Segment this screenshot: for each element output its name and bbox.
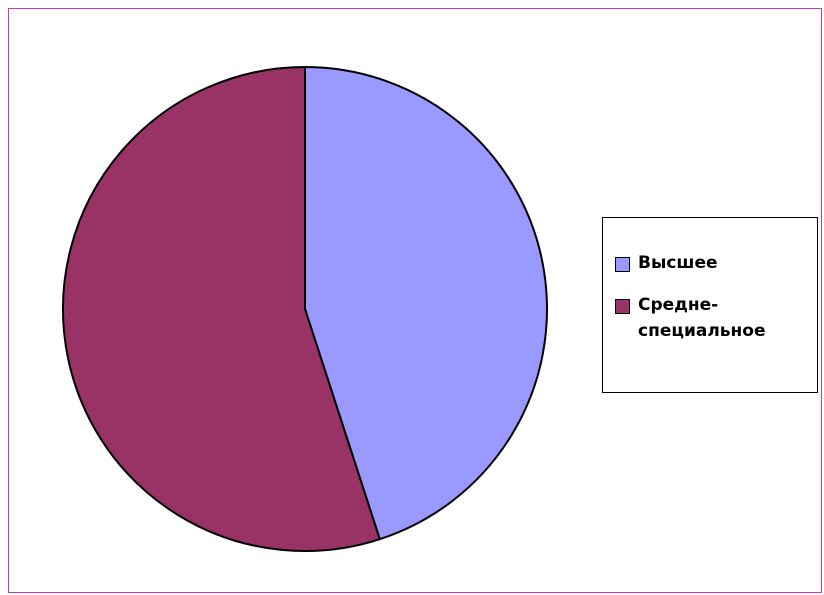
legend-item: Высшее [615, 253, 809, 276]
legend-item: Средне-специальное [615, 295, 809, 344]
pie-slice [62, 65, 382, 552]
legend-swatch [615, 299, 630, 314]
legend-label: Средне-специальное [638, 295, 766, 341]
pie-slice [304, 65, 548, 541]
legend: Высшее Средне-специальное [602, 217, 818, 393]
legend-label: Высшее [638, 253, 718, 273]
chart-border [8, 8, 822, 593]
legend-swatch [615, 257, 630, 272]
